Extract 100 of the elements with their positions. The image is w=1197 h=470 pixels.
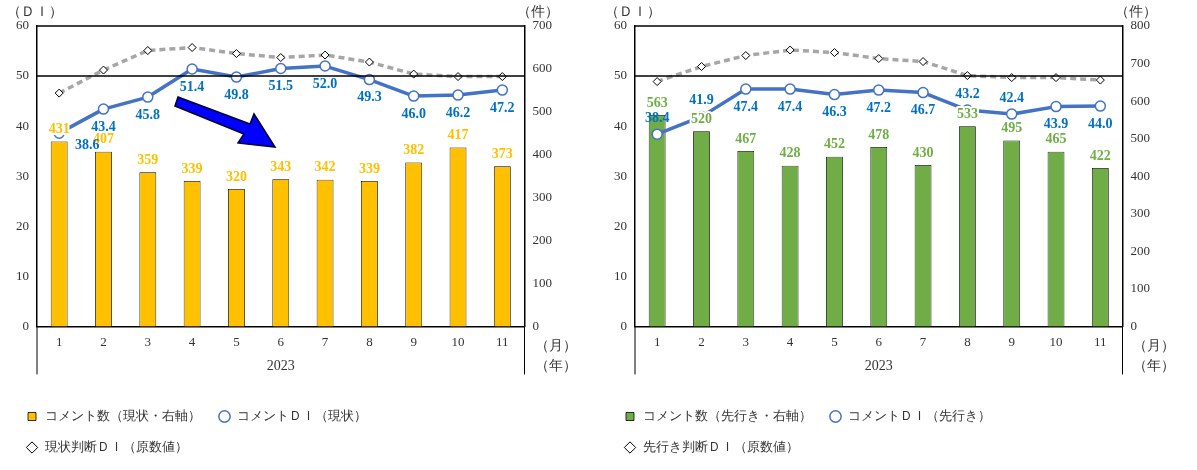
legend-label: コメントＤＩ（現状） xyxy=(237,407,367,423)
x-tick-label: 9 xyxy=(410,333,417,349)
data-label: 373 xyxy=(491,145,513,161)
y2-tick-label: 700 xyxy=(1130,54,1150,70)
data-label: 422 xyxy=(1089,147,1111,163)
data-label: 342 xyxy=(314,159,336,175)
data-label: 428 xyxy=(779,145,801,161)
y2-tick-label: 500 xyxy=(532,103,552,119)
data-label: 43.9 xyxy=(1043,116,1069,132)
y-tick-label: 10 xyxy=(16,267,29,283)
x-tick-label: 5 xyxy=(233,333,240,349)
data-label: 47.2 xyxy=(490,99,515,115)
y-tick-label: 10 xyxy=(614,267,627,283)
data-label: 467 xyxy=(735,130,757,146)
y2-tick-label: 0 xyxy=(1130,317,1137,333)
data-label: 320 xyxy=(225,168,247,184)
x-tick-label: 9 xyxy=(1008,333,1015,349)
y2-tick-label: 200 xyxy=(1130,242,1150,258)
y-tick-label: 50 xyxy=(16,67,29,83)
data-label: 45.8 xyxy=(135,106,161,122)
data-label: 478 xyxy=(868,126,890,142)
text: （年） xyxy=(534,358,577,374)
y-tick-label: 20 xyxy=(16,217,29,233)
legend-label: 現状判断ＤＩ（原数値） xyxy=(44,438,188,454)
data-label: 51.4 xyxy=(179,78,205,94)
y-tick-label: 40 xyxy=(16,117,29,133)
y2-axis-title: （件） xyxy=(1114,3,1157,19)
data-label: 43.4 xyxy=(91,118,116,134)
x-tick-label: 6 xyxy=(277,333,285,349)
y2-tick-label: 400 xyxy=(1130,167,1150,183)
data-label: 42.4 xyxy=(999,89,1024,105)
x-tick-label: 10 xyxy=(1049,333,1063,349)
y2-tick-label: 600 xyxy=(532,60,552,76)
data-label: 38.4 xyxy=(644,109,670,125)
y2-tick-label: 100 xyxy=(532,274,552,290)
y-tick-label: 0 xyxy=(620,317,627,333)
x-tick-label: 8 xyxy=(964,333,971,349)
y-tick-label: 30 xyxy=(16,167,29,183)
data-label: 46.7 xyxy=(910,102,936,118)
data-label: 47.4 xyxy=(777,98,803,114)
data-label: 339 xyxy=(181,160,203,176)
data-label: 382 xyxy=(403,142,425,158)
data-label: 46.3 xyxy=(822,104,847,120)
data-label: 52.0 xyxy=(312,75,338,91)
x-tick-label: 1 xyxy=(653,333,661,349)
x-tick-label: 4 xyxy=(786,333,794,349)
x-tick-label: 3 xyxy=(742,333,750,349)
x-tick-label: 3 xyxy=(144,333,152,349)
y2-tick-label: 600 xyxy=(1130,92,1150,108)
y2-tick-label: 500 xyxy=(1130,130,1150,146)
x-tick-label: 7 xyxy=(919,333,927,349)
y2-tick-label: 300 xyxy=(1130,205,1150,221)
data-label: 47.2 xyxy=(866,99,891,115)
data-label: 41.9 xyxy=(689,92,714,108)
x-tick-label: 7 xyxy=(321,333,329,349)
y2-tick-label: 400 xyxy=(532,146,552,162)
legend-label: コメント数（現状・右軸） xyxy=(44,407,201,423)
data-label: 452 xyxy=(823,136,845,152)
y2-tick-label: 100 xyxy=(1130,280,1150,296)
y2-tick-label: 300 xyxy=(532,189,552,205)
y-axis-title: （ＤＩ） xyxy=(7,3,63,19)
x-axis-title: 2023 xyxy=(864,358,893,374)
data-label: 417 xyxy=(447,127,469,143)
x-tick-label: 1 xyxy=(55,333,63,349)
data-label: 43.2 xyxy=(955,85,980,101)
data-label: 49.8 xyxy=(224,86,249,102)
text: （月） xyxy=(534,338,577,354)
text: （月） xyxy=(1132,338,1175,354)
x-tick-label: 8 xyxy=(366,333,373,349)
data-label: 343 xyxy=(270,158,292,174)
legend-label: コメントＤＩ（先行き） xyxy=(848,407,991,423)
x-tick-label: 10 xyxy=(451,333,465,349)
x-tick-label: 2 xyxy=(100,333,107,349)
data-label: 465 xyxy=(1045,131,1067,147)
y-tick-label: 20 xyxy=(614,217,627,233)
legend-label: 先行き判断ＤＩ（原数値） xyxy=(642,438,799,454)
data-label: 44.0 xyxy=(1088,115,1113,131)
x-tick-label: 6 xyxy=(875,333,883,349)
data-label: 359 xyxy=(137,151,159,167)
data-label: 51.5 xyxy=(268,78,293,94)
data-label: 46.2 xyxy=(445,104,471,120)
data-label: 339 xyxy=(358,160,380,176)
y2-axis-title: （件） xyxy=(516,3,559,19)
y2-tick-label: 0 xyxy=(532,317,539,333)
data-label: 563 xyxy=(646,94,668,110)
data-label: 495 xyxy=(1001,120,1023,136)
x-tick-label: 4 xyxy=(188,333,196,349)
x-axis-title: 2023 xyxy=(266,358,295,374)
data-label: 430 xyxy=(912,144,934,160)
y-axis-title: （ＤＩ） xyxy=(605,3,661,19)
legend-label: コメント数（先行き・右軸） xyxy=(642,407,812,423)
y-tick-label: 0 xyxy=(22,317,29,333)
data-label: 46.0 xyxy=(401,105,426,121)
data-label: 47.4 xyxy=(733,98,759,114)
text: （年） xyxy=(1132,358,1175,374)
y-tick-label: 50 xyxy=(614,67,627,83)
x-tick-label: 11 xyxy=(496,333,509,349)
y-tick-label: 30 xyxy=(614,167,627,183)
x-tick-label: 5 xyxy=(831,333,838,349)
x-tick-label: 11 xyxy=(1094,333,1107,349)
